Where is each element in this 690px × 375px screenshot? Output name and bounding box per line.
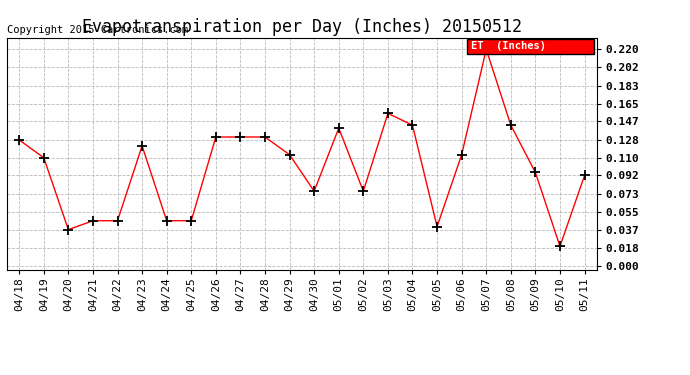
Text: Copyright 2015 Cartronics.com: Copyright 2015 Cartronics.com: [7, 25, 188, 35]
FancyBboxPatch shape: [467, 39, 594, 54]
Title: Evapotranspiration per Day (Inches) 20150512: Evapotranspiration per Day (Inches) 2015…: [82, 18, 522, 36]
Text: ET  (Inches): ET (Inches): [471, 41, 546, 51]
